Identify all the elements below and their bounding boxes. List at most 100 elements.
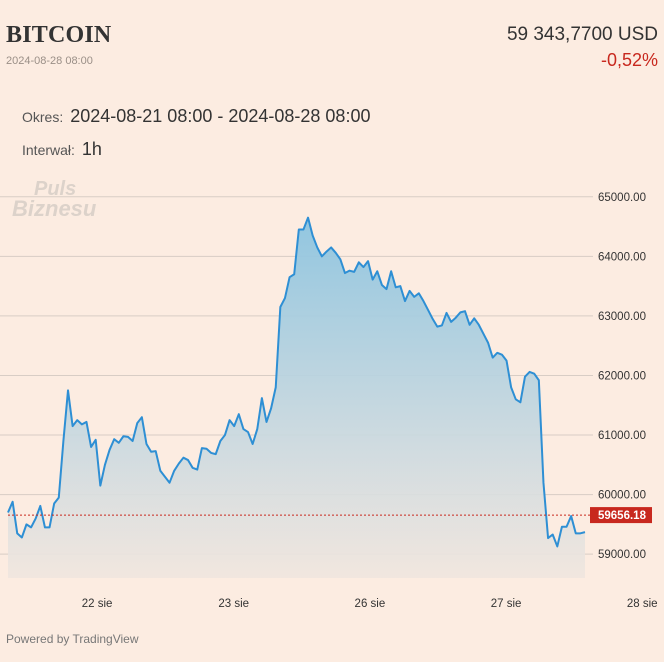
- price-point: [44, 526, 46, 528]
- price-point: [150, 451, 152, 453]
- price-point: [390, 270, 392, 272]
- price-point: [570, 515, 572, 517]
- price-series-line: [7, 216, 586, 548]
- price-point: [478, 324, 480, 326]
- y-tick-label: 61000.00: [598, 430, 646, 442]
- x-tick-label: 26 sie: [355, 598, 386, 610]
- price-point: [404, 300, 406, 302]
- price-point: [432, 318, 434, 320]
- price-point: [464, 310, 466, 312]
- y-tick-label: 62000.00: [598, 370, 646, 382]
- price-point: [62, 440, 64, 442]
- price-point: [270, 407, 272, 409]
- interval-row: Interwał: 1h: [22, 139, 102, 160]
- price-point: [238, 413, 240, 415]
- price-point: [122, 435, 124, 437]
- price-point: [104, 464, 106, 466]
- price-point: [330, 246, 332, 248]
- price-point: [446, 312, 448, 314]
- price-point: [349, 270, 351, 272]
- price-point: [316, 246, 318, 248]
- price-point: [178, 463, 180, 465]
- price-point: [326, 251, 328, 253]
- price-point: [196, 469, 198, 471]
- price-point: [492, 357, 494, 359]
- price-point: [261, 397, 263, 399]
- price-point: [321, 255, 323, 257]
- price-point: [192, 467, 194, 469]
- price-point: [561, 526, 563, 528]
- powered-by-tradingview[interactable]: Powered by TradingView: [6, 632, 139, 646]
- price-point: [182, 457, 184, 459]
- price-point: [409, 290, 411, 292]
- current-price: 59 343,7700 USD: [506, 24, 658, 45]
- price-point: [201, 447, 203, 449]
- price-point: [53, 503, 55, 505]
- price-point: [215, 453, 217, 455]
- price-point: [95, 439, 97, 441]
- price-point: [85, 421, 87, 423]
- price-point: [229, 419, 231, 421]
- price-point: [579, 532, 581, 534]
- price-point: [12, 501, 14, 503]
- price-point: [395, 286, 397, 288]
- price-point: [35, 517, 37, 519]
- last-price-label: 59656.18: [598, 510, 647, 522]
- price-point: [529, 371, 531, 373]
- y-tick-label: 64000.00: [598, 251, 646, 263]
- price-point: [399, 285, 401, 287]
- price-point: [164, 476, 166, 478]
- price-point: [487, 342, 489, 344]
- price-point: [413, 296, 415, 298]
- price-point: [169, 482, 171, 484]
- price-point: [427, 309, 429, 311]
- y-tick-label: 65000.00: [598, 192, 646, 204]
- price-change-percent: -0,52%: [600, 50, 658, 70]
- price-point: [284, 297, 286, 299]
- price-point: [367, 260, 369, 262]
- price-point: [159, 470, 161, 472]
- price-point: [289, 276, 291, 278]
- price-area-fill: [8, 217, 585, 578]
- price-point: [16, 532, 18, 534]
- price-point: [113, 438, 115, 440]
- x-tick-label: 23 sie: [218, 598, 249, 610]
- price-point: [469, 324, 471, 326]
- x-tick-label: 28 sie: [627, 598, 658, 610]
- price-point: [381, 284, 383, 286]
- price-point: [132, 440, 134, 442]
- price-point: [473, 317, 475, 319]
- price-point: [67, 389, 69, 391]
- price-point: [155, 450, 157, 452]
- price-point: [233, 425, 235, 427]
- price-point: [506, 360, 508, 362]
- logo-line-2: Biznesu: [12, 196, 97, 221]
- price-point: [76, 419, 78, 421]
- quote-timestamp: 2024-08-28 08:00: [6, 55, 93, 67]
- price-point: [533, 373, 535, 375]
- price-point: [519, 401, 521, 403]
- price-point: [293, 273, 295, 275]
- puls-biznesu-logo: Puls Biznesu: [12, 179, 97, 221]
- price-point: [127, 436, 129, 438]
- price-point: [339, 258, 341, 260]
- price-point: [252, 443, 254, 445]
- price-point: [7, 511, 9, 513]
- price-point: [256, 428, 258, 430]
- price-point: [353, 271, 355, 273]
- price-point: [210, 452, 212, 454]
- price-point: [275, 386, 277, 388]
- price-point: [302, 229, 304, 231]
- period-value: 2024-08-21 08:00 - 2024-08-28 08:00: [70, 106, 371, 126]
- interval-label: Interwał:: [22, 142, 75, 158]
- price-point: [205, 448, 207, 450]
- price-point: [556, 545, 558, 547]
- price-point: [547, 537, 549, 539]
- y-tick-label: 63000.00: [598, 311, 646, 323]
- price-point: [173, 470, 175, 472]
- price-point: [358, 261, 360, 263]
- price-point: [418, 292, 420, 294]
- price-point: [552, 534, 554, 536]
- price-point: [501, 354, 503, 356]
